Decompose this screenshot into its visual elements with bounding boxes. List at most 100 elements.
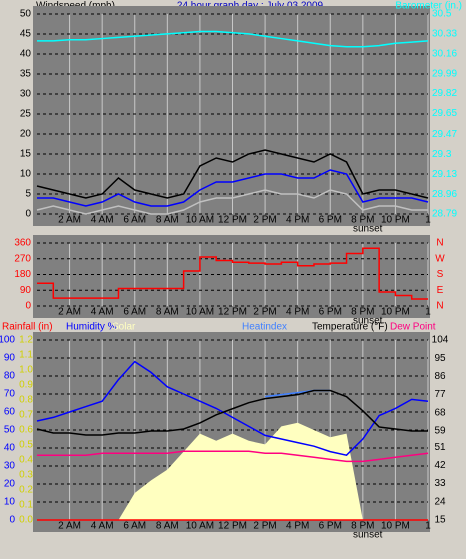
x-tick-label: 2 PM <box>253 521 276 532</box>
y2-tick-label: 28.96 <box>432 189 457 200</box>
line <box>37 169 429 207</box>
y-tick-label: 0 <box>25 209 31 220</box>
y-tick-label: 270 <box>14 253 31 264</box>
y3-tick-label: 0.9 <box>19 380 33 391</box>
x-tick-label: 2 AM <box>58 215 81 226</box>
y-tick-label: 15 <box>20 149 32 160</box>
x-tick-label: 10 AM <box>186 307 214 318</box>
x-tick-label: 6 PM <box>319 307 342 318</box>
y-tick-label: 70 <box>4 389 16 400</box>
x-tick-label: 2 PM <box>253 307 276 318</box>
x-tick-label: 10 PM <box>381 215 410 226</box>
y-tick-label: 100 <box>0 335 15 346</box>
y2-tick-label: 33 <box>434 478 446 489</box>
y2-tick-label: 30.5 <box>432 9 452 20</box>
y-tick-label: 0 <box>25 301 31 312</box>
y-tick-label: 0 <box>9 515 15 526</box>
x-tick-label: 1 <box>425 307 431 318</box>
y2-tick-label: 28.79 <box>432 209 457 220</box>
x-tick-label: 8 PM <box>351 215 374 226</box>
x-tick-label: 8 AM <box>156 521 179 532</box>
y-tick-label: 5 <box>25 189 31 200</box>
x-tick-label: 4 PM <box>286 521 309 532</box>
legend-entry: Humidity % <box>66 322 117 333</box>
y3-tick-label: 0.8 <box>19 395 33 406</box>
y2-tick-label: 104 <box>432 335 449 346</box>
y2-tick-label: 59 <box>434 426 446 437</box>
x-tick-label: 4 PM <box>286 215 309 226</box>
y2-tick-label: 30.16 <box>432 48 457 59</box>
x-tick-label: 4 PM <box>286 307 309 318</box>
line <box>37 450 429 463</box>
y3-tick-label: 1.2 <box>19 335 33 346</box>
line <box>37 247 428 300</box>
x-tick-label: 10 PM <box>381 521 410 532</box>
legend-entry: Dew Point <box>390 322 436 333</box>
y-tick-label: 35 <box>20 69 32 80</box>
x-tick-label: 2 AM <box>58 307 81 318</box>
y-tick-label: 25 <box>20 109 32 120</box>
x-tick-label: 8 PM <box>351 521 374 532</box>
legend-entry: Barometer (in.) <box>395 1 462 12</box>
y2-tick-label: E <box>437 285 444 296</box>
y-tick-label: 10 <box>4 497 16 508</box>
y-tick-label: 40 <box>4 443 16 454</box>
y-tick-label: 80 <box>4 371 16 382</box>
y2-tick-label: 86 <box>434 371 446 382</box>
line <box>36 189 428 215</box>
y-tick-label: 60 <box>4 407 16 418</box>
y-tick-label: 30 <box>20 89 32 100</box>
y2-tick-label: 29.65 <box>432 108 457 119</box>
y-tick-label: 45 <box>20 29 32 40</box>
line <box>36 360 429 457</box>
x-tick-label: 1 <box>425 215 431 226</box>
x-tick-label: 6 AM <box>123 521 146 532</box>
x-tick-label: 10 AM <box>186 521 214 532</box>
area <box>37 422 428 520</box>
annotation: sunset <box>353 316 383 327</box>
x-tick-label: 6 AM <box>123 215 146 226</box>
x-tick-label: 6 PM <box>319 521 342 532</box>
y3-tick-label: 0.4 <box>19 455 33 466</box>
x-tick-label: 1 <box>425 521 431 532</box>
y-tick-label: 20 <box>20 129 32 140</box>
x-tick-label: 8 AM <box>156 307 179 318</box>
y3-tick-label: 0.2 <box>19 485 33 496</box>
line <box>36 149 429 199</box>
x-tick-label: 12 PM <box>218 521 247 532</box>
y3-tick-label: 1.0 <box>19 365 33 376</box>
y3-tick-label: 0.7 <box>19 410 33 421</box>
y2-tick-label: S <box>437 269 444 280</box>
y2-tick-label: 29.99 <box>432 68 457 79</box>
x-tick-label: 4 AM <box>91 215 114 226</box>
y2-tick-label: N <box>436 301 443 312</box>
y3-tick-label: 0.3 <box>19 470 33 481</box>
y3-tick-label: 0.6 <box>19 425 33 436</box>
x-tick-label: 10 PM <box>381 307 410 318</box>
x-tick-label: 8 PM <box>351 307 374 318</box>
y2-tick-label: 29.82 <box>432 88 457 99</box>
y2-tick-label: W <box>435 253 445 264</box>
x-tick-label: 6 PM <box>319 215 342 226</box>
y-tick-label: 30 <box>4 461 16 472</box>
y2-tick-label: 51 <box>434 442 446 453</box>
y2-tick-label: N <box>436 238 443 249</box>
legend-entry: Heatindex <box>242 322 287 333</box>
y-tick-label: 40 <box>20 49 32 60</box>
y-tick-label: 90 <box>20 285 32 296</box>
y-tick-label: 50 <box>20 9 32 20</box>
x-tick-label: 10 AM <box>186 215 214 226</box>
y2-tick-label: 30.33 <box>432 29 457 40</box>
legend-entry: Temperature (°F) <box>312 322 388 333</box>
x-tick-label: 2 PM <box>253 215 276 226</box>
y-tick-label: 180 <box>14 269 31 280</box>
y-tick-label: 20 <box>4 479 16 490</box>
y2-tick-label: 29.47 <box>432 129 457 140</box>
y2-tick-label: 68 <box>434 407 446 418</box>
y3-tick-label: 0.0 <box>19 515 33 526</box>
x-tick-label: 8 AM <box>156 215 179 226</box>
x-tick-label: 4 AM <box>91 521 114 532</box>
annotation: sunset <box>353 224 383 235</box>
